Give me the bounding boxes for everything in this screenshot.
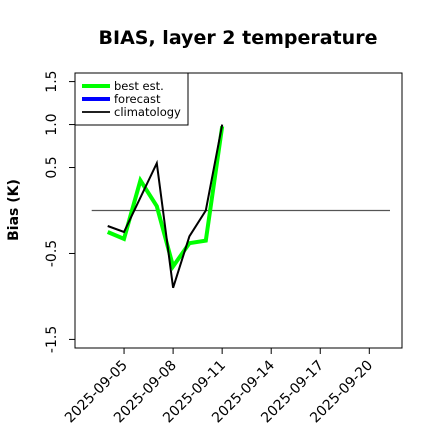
y-tick-label: -0.5 [44,240,60,267]
legend-label: best est. [114,79,164,93]
y-tick-label: 1.5 [44,70,60,92]
y-tick-label: 0.5 [44,156,60,178]
legend-label: climatology [114,105,181,119]
series-line-climatology [107,124,224,289]
y-axis-label: Bias (K) [6,179,22,241]
y-tick-label: -1.5 [44,326,60,353]
series-group [106,124,225,289]
legend-label: forecast [114,92,161,106]
series-line-best-est- [106,126,225,272]
chart-title: BIAS, layer 2 temperature [99,27,378,49]
plot-frame [74,72,403,349]
y-tick-label: 1.0 [44,113,60,135]
